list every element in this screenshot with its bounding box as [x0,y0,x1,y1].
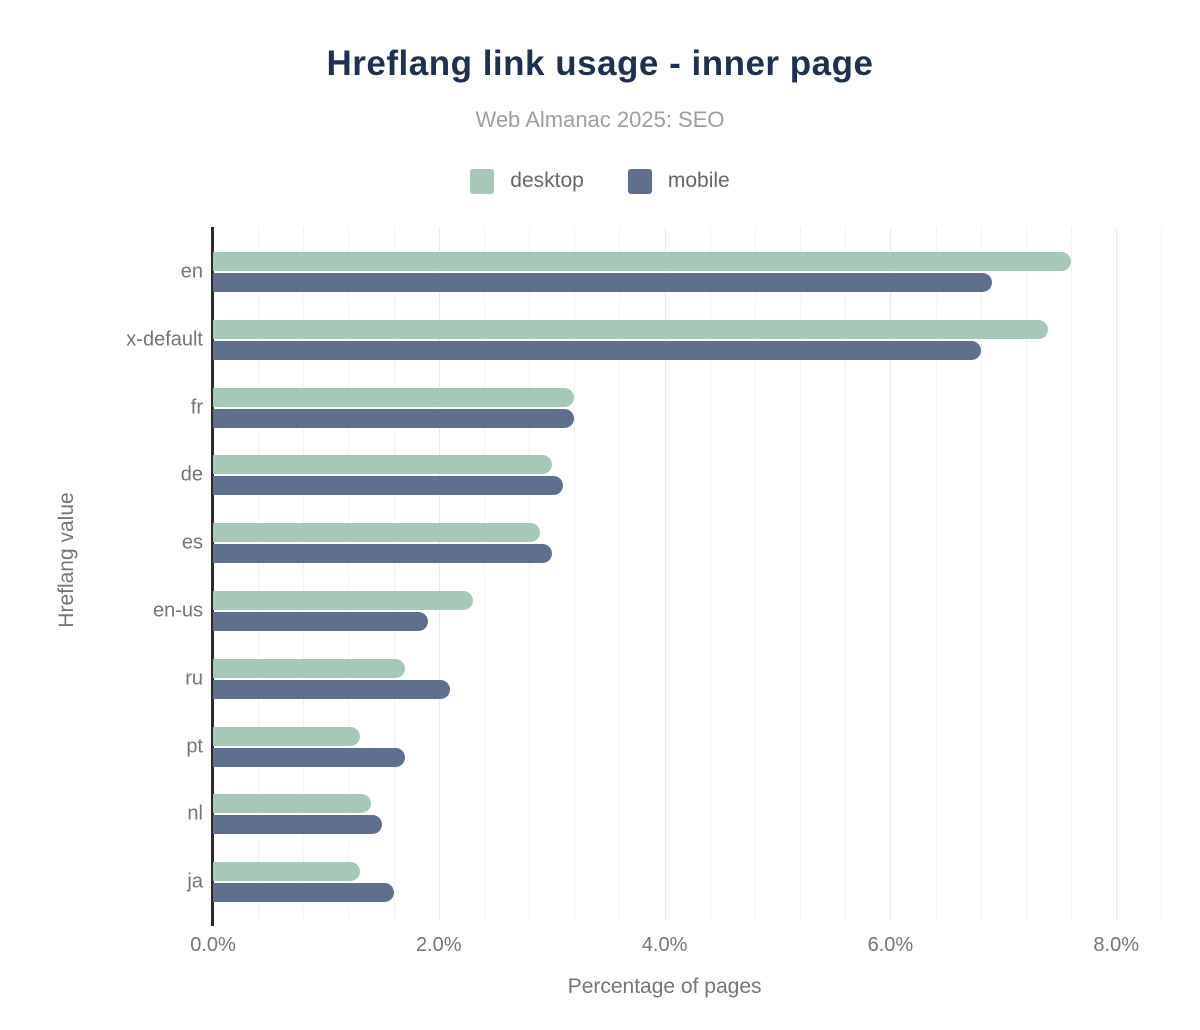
major-gridline [438,227,440,920]
minor-gridline [393,227,395,920]
x-axis-title: Percentage of pages [567,975,762,998]
category-label-x-default: x-default [126,328,203,351]
bar-desktop-ja [213,862,360,882]
bar-desktop-de [213,455,552,475]
x-tick-label-6.0%: 6.0% [867,934,914,956]
minor-gridline [348,227,350,920]
category-label-ru: ru [185,667,203,690]
bar-mobile-ru [213,679,451,699]
chart-title: Hreflang link usage - inner page [326,44,874,83]
category-label-en-us: en-us [152,599,203,622]
x-tick-label-4.0%: 4.0% [641,934,688,956]
minor-gridline [980,227,982,920]
major-gridline [890,227,892,920]
bar-mobile-ja [213,883,394,903]
desktop-series-swatch-icon [470,168,495,194]
legend-label-desktop: desktop [510,169,584,192]
bar-desktop-fr [213,387,575,407]
x-tick-label-2.0%: 2.0% [416,934,462,956]
legend: desktop mobile [0,167,1200,195]
bar-desktop-x-default [213,319,1049,339]
minor-gridline [754,227,756,920]
bar-desktop-en-us [213,591,473,610]
plot-area [211,227,1170,926]
minor-gridline [935,227,937,920]
category-label-es: es [181,531,203,554]
bar-mobile-de [213,476,563,496]
chart-subtitle: Web Almanac 2025: SEO [475,107,725,132]
category-label-fr: fr [190,396,203,419]
mobile-series-swatch-icon [627,168,652,194]
bar-mobile-fr [213,408,575,428]
category-label-de: de [180,463,203,486]
bar-desktop-es [213,523,541,543]
minor-gridline [619,227,621,920]
category-label-pt: pt [186,735,203,758]
minor-gridline [483,227,485,920]
bar-mobile-en [213,273,992,292]
bar-mobile-x-default [213,340,981,360]
bar-desktop-nl [213,794,372,814]
y-axis-line [211,227,214,926]
legend-label-mobile: mobile [667,169,730,192]
minor-gridline [258,227,260,920]
minor-gridline [1025,227,1027,920]
major-gridline [1116,227,1118,920]
minor-gridline [1071,227,1073,920]
bar-mobile-nl [213,815,383,835]
minor-gridline [845,227,847,920]
category-label-ja: ja [187,870,203,893]
minor-gridline [529,227,531,920]
legend-item-mobile: mobile [627,168,730,194]
x-tick-label-8.0%: 8.0% [1093,934,1139,956]
minor-gridline [709,227,711,920]
major-gridline [664,227,666,920]
minor-gridline [574,227,576,920]
minor-gridline [1161,227,1163,920]
minor-gridline [303,227,305,920]
minor-gridline [800,227,802,920]
bar-desktop-en [213,252,1072,271]
legend-item-desktop: desktop [470,168,584,194]
bar-mobile-en-us [213,612,428,631]
y-axis-title: Hreflang value [55,491,78,628]
bar-desktop-pt [213,726,360,746]
x-tick-label-0.0%: 0.0% [190,934,236,956]
bar-mobile-pt [213,747,405,767]
category-label-nl: nl [187,802,203,825]
category-label-en: en [180,260,203,283]
bar-mobile-es [213,544,552,564]
bar-desktop-ru [213,658,405,678]
